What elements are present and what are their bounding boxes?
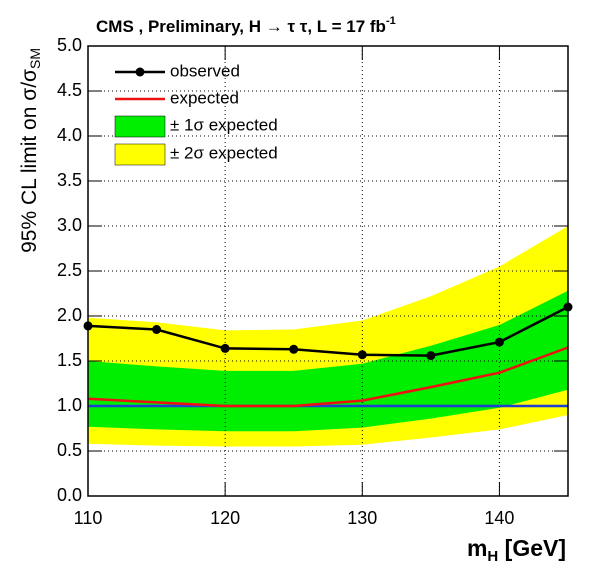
legend-label: observed [170,61,240,80]
title-superscript: -1 [386,15,396,27]
y-tick-label: 3.5 [57,170,82,190]
marker [289,344,299,354]
y-tick-label: 2.0 [57,305,82,325]
x-tick-label: 110 [74,508,103,528]
y-tick-label: 4.0 [57,125,82,145]
series-line [87,305,569,357]
legend-label: ± 1σ expected [170,115,278,134]
plot-frame [87,45,569,497]
marker [426,351,436,361]
x-tick-label: 120 [210,508,240,528]
x-label-rest: [GeV] [498,535,566,561]
band [88,290,568,432]
legend-swatch [114,143,166,166]
legend-swatch [114,115,166,138]
marker [357,350,367,360]
y-tick-label: 3.0 [57,215,82,235]
y-label-text: 95% CL limit on σ/σ [18,69,41,253]
y-axis-label: 95% CL limit on σ/σSM [18,48,43,253]
y-tick-label: 0.0 [57,485,82,505]
legend-marker [135,67,145,77]
x-axis-label: mH [GeV] [467,535,566,565]
x-tick-label: 140 [484,508,514,528]
x-tick-label: 130 [347,508,377,528]
title-text: CMS , Preliminary, H → τ τ, L = 17 fb [96,17,386,36]
y-tick-label: 1.0 [57,395,82,415]
y-tick-label: 2.5 [57,260,82,280]
y-label-sub: SM [27,48,43,69]
series-line [87,346,569,408]
x-label-sub: H [487,548,498,565]
chart-title: CMS , Preliminary, H → τ τ, L = 17 fb-1 [96,15,396,37]
legend-label: ± 2σ expected [170,143,278,162]
y-tick-label: 5.0 [57,35,82,55]
y-tick-label: 0.5 [57,440,82,460]
y-tick-label: 1.5 [57,350,82,370]
y-tick-label: 4.5 [57,80,82,100]
legend-label: expected [170,88,239,107]
marker [494,337,504,347]
x-label-text: m [467,535,487,561]
marker [152,325,162,334]
marker [220,343,230,353]
